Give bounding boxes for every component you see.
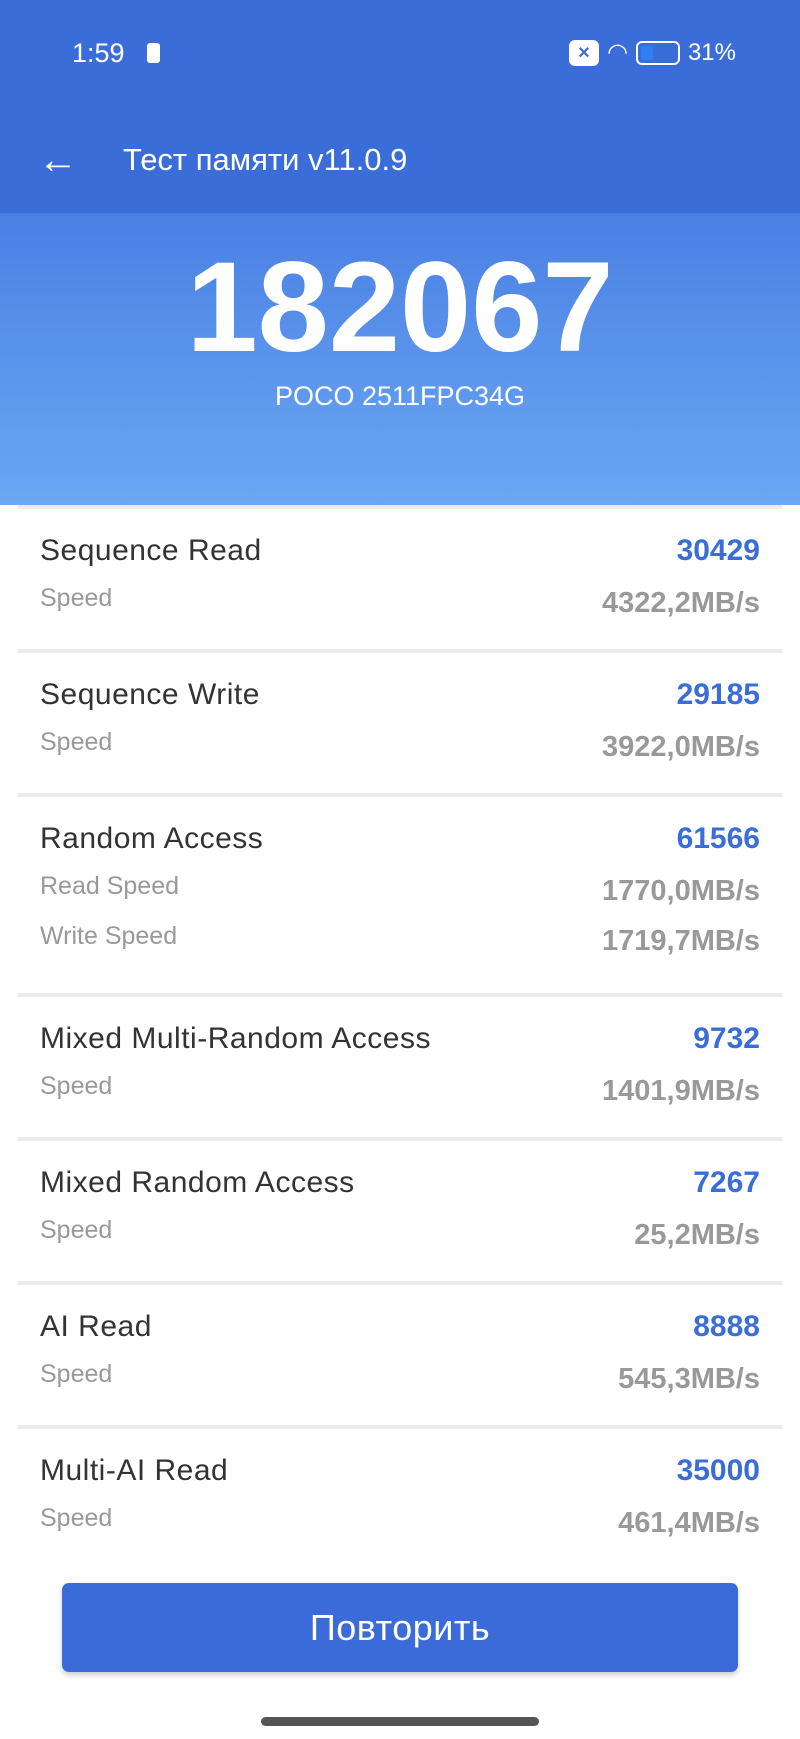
total-score: 182067 [186, 236, 614, 379]
toolbar: ← Тест памяти v11.0.9 [0, 110, 800, 213]
result-name: Mixed Random Access [40, 1166, 355, 1199]
result-name: Multi-AI Read [40, 1454, 229, 1487]
metric-value: 1770,0MB/s [602, 875, 760, 907]
result-row: Sequence Read 30429 Speed 4322,2MB/s [18, 505, 782, 649]
battery-percent: 31% [687, 38, 736, 66]
result-score: 8888 [693, 1310, 760, 1343]
sim-disabled-icon: × [569, 39, 599, 66]
result-score: 29185 [676, 678, 760, 711]
result-score: 61566 [676, 822, 760, 855]
result-score: 7267 [693, 1166, 760, 1199]
result-row: Mixed Multi-Random Access 9732 Speed 1401,9… [18, 993, 782, 1137]
status-time: 1:59 [72, 38, 125, 68]
result-name: Sequence Write [40, 678, 260, 711]
metric-value: 1719,7MB/s [602, 925, 760, 957]
score-summary: 182067 POCO 2511FPC34G [0, 213, 800, 505]
battery-icon [635, 40, 680, 65]
metric-value: 3922,0MB/s [602, 731, 760, 763]
result-name: Random Access [40, 822, 264, 855]
results-list: Sequence Read 30429 Speed 4322,2MB/s Sequenc… [18, 505, 782, 1569]
result-score: 9732 [693, 1022, 760, 1055]
page-title: Тест памяти v11.0.9 [123, 142, 408, 177]
result-row: Random Access 61566 Read Speed 1770,0MB/s Wr… [18, 793, 782, 993]
result-score: 35000 [676, 1454, 760, 1487]
result-name: AI Read [40, 1310, 152, 1343]
metric-label: Read Speed [40, 872, 180, 900]
metric-value: 25,2MB/s [634, 1219, 760, 1251]
wifi-icon: ◠ [607, 39, 628, 66]
metric-label: Speed [40, 1072, 113, 1100]
metric-label: Speed [40, 1216, 113, 1244]
app-header: 1:59 × ◠ 31% ← Тест памяти v11.0.9 [0, 0, 800, 213]
result-name: Sequence Read [40, 534, 262, 567]
result-score: 30429 [676, 534, 760, 567]
metric-value: 545,3MB/s [618, 1363, 760, 1395]
metric-label: Speed [40, 1360, 113, 1388]
metric-value: 4322,2MB/s [602, 587, 760, 619]
device-name: POCO 2511FPC34G [274, 381, 526, 411]
metric-label: Speed [40, 728, 113, 756]
result-name: Mixed Multi-Random Access [40, 1022, 431, 1055]
result-row: Multi-AI Read 35000 Speed 461,4MB/s [18, 1425, 782, 1569]
metric-value: 461,4MB/s [618, 1507, 760, 1539]
retry-button[interactable]: Повторить [62, 1583, 738, 1672]
result-row: Sequence Write 29185 Speed 3922,0MB/s [18, 649, 782, 793]
metric-label: Write Speed [40, 922, 178, 950]
result-row: Mixed Random Access 7267 Speed 25,2MB/s [18, 1137, 782, 1281]
metric-value: 1401,9MB/s [602, 1075, 760, 1107]
battery-saver-icon [147, 43, 160, 63]
arrow-left-icon[interactable]: ← [38, 138, 78, 182]
home-indicator[interactable] [261, 1717, 539, 1726]
metric-label: Speed [40, 1504, 113, 1532]
status-bar: 1:59 × ◠ 31% [0, 0, 800, 110]
result-row: AI Read 8888 Speed 545,3MB/s [18, 1281, 782, 1425]
metric-label: Speed [40, 584, 113, 612]
